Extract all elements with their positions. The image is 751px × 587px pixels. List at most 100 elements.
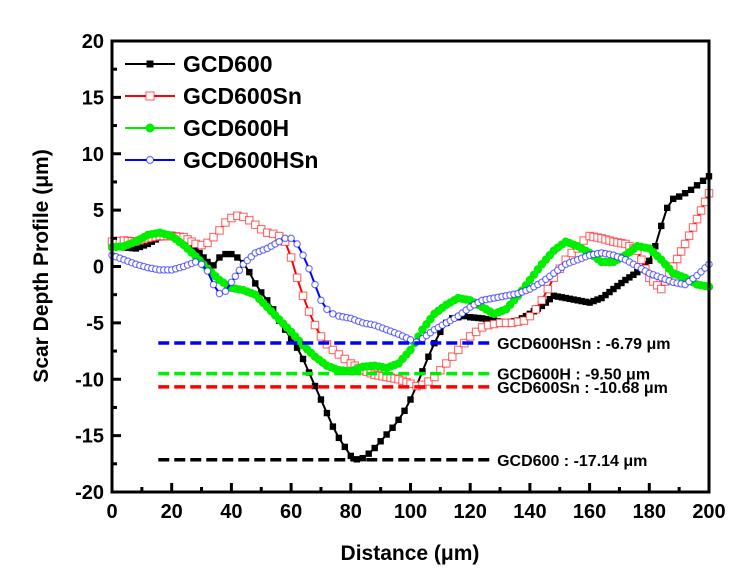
data-point (425, 353, 432, 360)
data-point (293, 240, 301, 248)
data-point (203, 238, 212, 248)
data-point (525, 311, 535, 321)
series-gcd600sn (107, 188, 714, 391)
data-point (676, 247, 686, 256)
data-point (329, 423, 337, 430)
x-axis: 0 20 40 60 80 100 120 140 160 180 200 (106, 483, 726, 523)
data-point (264, 297, 271, 304)
data-point (203, 267, 212, 275)
plot-area (107, 173, 714, 463)
legend-item: GCD600 (125, 51, 272, 77)
legend-item: GCD600HSn (125, 147, 318, 173)
data-point (215, 226, 224, 235)
data-point (664, 204, 671, 212)
y-tick-label: 0 (93, 257, 104, 279)
reference-label: GCD600 : -17.14 μm (497, 453, 647, 470)
data-point (669, 195, 677, 203)
data-point (658, 222, 665, 230)
data-point (614, 282, 621, 290)
legend-item: GCD600H (125, 115, 289, 141)
y-tick-label: 10 (82, 144, 104, 166)
reference-label: GCD600HSn : -6.79 μm (497, 336, 670, 353)
data-point (340, 354, 350, 364)
data-point (145, 91, 155, 101)
y-axis: -20 -15 -10 -5 0 5 10 15 20 (75, 31, 121, 504)
data-point (453, 345, 463, 355)
y-tick-label: -20 (75, 482, 104, 504)
data-point (287, 335, 295, 342)
data-point (299, 251, 307, 260)
data-point (292, 273, 302, 283)
data-point (275, 237, 283, 246)
series-line (111, 175, 710, 461)
legend: GCD600 GCD600Sn GCD600H GCD600HSn (125, 51, 318, 173)
data-point (341, 443, 349, 451)
reference-label: GCD600H : -9.50 μm (497, 367, 650, 384)
data-point (602, 291, 609, 299)
data-point (334, 350, 344, 359)
data-point (371, 444, 378, 452)
data-point (626, 274, 633, 281)
data-point (590, 297, 597, 305)
data-point (606, 288, 613, 296)
data-point (634, 268, 641, 276)
legend-label: GCD600Sn (183, 83, 302, 109)
data-point (424, 377, 433, 386)
y-axis-title: Scar Depth Profile (μm) (30, 149, 53, 382)
data-point (227, 278, 236, 287)
data-point (347, 452, 354, 460)
data-point (437, 328, 444, 336)
data-point (693, 182, 701, 189)
data-point (675, 193, 683, 200)
legend-item: GCD600Sn (125, 83, 302, 109)
data-point (546, 295, 553, 303)
data-point (447, 352, 457, 362)
data-point (570, 296, 577, 303)
data-point (680, 239, 690, 249)
data-point (145, 155, 155, 165)
data-point (554, 293, 561, 300)
data-point (221, 287, 230, 296)
data-point (245, 215, 254, 225)
data-point (482, 315, 490, 323)
data-point (594, 296, 601, 303)
reference-lines: GCD600HSn : -6.79 μm GCD600H : -9.50 μm GC… (158, 336, 671, 470)
data-point (646, 257, 653, 265)
data-point (578, 297, 585, 305)
series-line (111, 192, 710, 388)
data-point (470, 314, 478, 321)
x-tick-label: 0 (106, 501, 117, 523)
data-point (467, 314, 474, 321)
data-point (145, 123, 155, 133)
data-point (598, 294, 605, 302)
data-point (672, 254, 682, 264)
data-point (389, 424, 396, 431)
data-point (442, 359, 451, 368)
data-point (377, 438, 384, 445)
data-point (582, 298, 589, 306)
x-tick-label: 80 (340, 501, 362, 523)
data-point (246, 268, 253, 276)
data-point (204, 258, 211, 266)
x-tick-label: 140 (513, 501, 546, 523)
data-point (286, 253, 296, 262)
data-point (192, 245, 199, 252)
data-point (317, 396, 325, 403)
data-point (216, 254, 223, 261)
y-tick-label: -5 (86, 313, 104, 335)
data-point (287, 234, 295, 243)
data-point (622, 276, 629, 284)
x-tick-label: 100 (394, 501, 427, 523)
data-point (696, 206, 706, 215)
data-point (235, 266, 244, 275)
data-point (519, 316, 529, 325)
data-point (231, 272, 240, 281)
data-point (335, 434, 343, 442)
data-point (317, 296, 325, 305)
data-point (395, 416, 402, 424)
data-point (136, 243, 144, 251)
data-point (365, 450, 372, 457)
data-point (383, 431, 390, 438)
data-point (359, 454, 366, 462)
